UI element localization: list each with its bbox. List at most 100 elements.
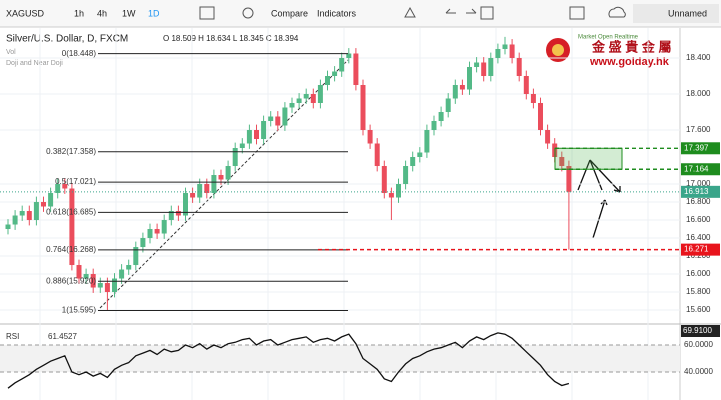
y-tick-label: 17.600 <box>686 125 711 134</box>
candle-body <box>48 193 54 207</box>
layout-icon[interactable] <box>569 6 585 20</box>
fib-label: 1(15.595) <box>62 306 97 315</box>
candle-body <box>431 121 437 131</box>
y-tick-label: 16.400 <box>686 233 711 242</box>
symbol[interactable]: XAGUSD <box>6 8 45 18</box>
candle-body <box>282 107 288 126</box>
price-badge <box>681 243 720 256</box>
candle-body <box>161 220 167 234</box>
undo-redo-icons[interactable] <box>445 8 477 14</box>
candle-body <box>154 229 160 234</box>
interval-button[interactable]: 4h <box>97 8 107 18</box>
price-badge <box>681 142 720 155</box>
y-tick-label: 60.0000 <box>684 340 713 349</box>
compare-button[interactable]: Compare <box>271 8 308 18</box>
candle-body <box>403 166 409 185</box>
interval-button[interactable]: 1D <box>148 8 160 18</box>
candle-body <box>232 148 238 167</box>
candle-body <box>76 265 82 279</box>
chart-style-icon[interactable] <box>199 6 215 20</box>
rsi-band <box>0 345 680 373</box>
price-badge-label: 17.397 <box>684 143 709 152</box>
candle-body <box>325 75 330 85</box>
candle-body <box>119 269 125 279</box>
fib-label: 0.618(16.685) <box>46 207 96 216</box>
candle-body <box>211 175 217 194</box>
price-badge-label: 17.164 <box>684 164 709 173</box>
fib-label: 0(18.448) <box>62 49 97 58</box>
candle-body <box>374 143 380 167</box>
candle-body <box>410 157 416 167</box>
candle-body <box>303 93 309 99</box>
candle-body <box>317 84 323 103</box>
candle-body <box>275 116 281 126</box>
candle-body <box>452 84 458 99</box>
study-label: Vol <box>6 49 16 56</box>
candle-body <box>168 211 174 221</box>
rsi-line <box>7 332 570 389</box>
logo-emblem-inner <box>552 44 564 56</box>
alert-icon[interactable] <box>404 6 416 18</box>
rsi-title: RSI <box>6 332 19 341</box>
candle-body <box>26 211 32 221</box>
indicators-button[interactable]: Indicators <box>317 8 357 18</box>
y-tick-label: 16.000 <box>686 269 711 278</box>
logo: Market Open Realtime 金 盛 貴 金 屬 www.golda… <box>546 35 671 68</box>
candle-body <box>147 229 153 239</box>
price-badge <box>681 163 720 176</box>
interval-button[interactable]: 1W <box>122 8 136 18</box>
logo-url: www.golday.hk <box>589 56 670 68</box>
candle-body <box>104 283 110 293</box>
candle-body <box>268 116 274 122</box>
candle-body <box>190 193 196 198</box>
candle-body <box>310 93 316 103</box>
market-status: Market Open Realtime <box>578 35 639 41</box>
candle-body <box>254 130 259 140</box>
fullscreen-icon[interactable] <box>480 6 494 20</box>
candle-body <box>19 211 25 216</box>
candle-body <box>296 98 302 103</box>
rsi-top-label: 69.9100 <box>683 326 712 335</box>
y-tick-label: 16.600 <box>686 215 711 224</box>
candle-body <box>41 202 46 207</box>
candle-body <box>204 184 210 194</box>
candle-body <box>538 103 543 131</box>
toolbar: XAGUSD 1h 4h 1W 1D Compare Indicators Un… <box>0 0 721 28</box>
candle-body <box>438 112 444 122</box>
candle-body <box>523 75 529 94</box>
candle-body <box>360 84 366 131</box>
rsi-badge <box>681 325 720 337</box>
candle-body <box>239 143 245 149</box>
candle-body <box>97 283 103 288</box>
candle-body <box>5 224 11 230</box>
candle-body <box>502 44 508 49</box>
candle-body <box>445 98 451 113</box>
price-badge-label: 16.271 <box>684 245 709 254</box>
candle-body <box>289 103 295 108</box>
candle-body <box>516 57 522 76</box>
candle-body <box>495 48 501 58</box>
candle-body <box>69 188 75 266</box>
interval-button[interactable]: 1h <box>74 8 84 18</box>
layout-name-box[interactable] <box>633 4 719 23</box>
candle-body <box>332 71 338 76</box>
layout-name[interactable]: Unnamed <box>668 8 707 18</box>
legend-title: Silver/U.S. Dollar, D, FXCM <box>6 34 128 45</box>
y-tick-label: 18.000 <box>686 89 711 98</box>
rsi-value: 61.4527 <box>48 332 77 341</box>
candle-body <box>467 66 472 90</box>
candle-body <box>424 130 430 153</box>
legend-ohlc: O 18.509 H 18.634 L 18.345 C 18.394 <box>163 34 299 43</box>
cloud-icon[interactable] <box>608 6 626 18</box>
candle-body <box>55 184 61 194</box>
y-tick-label: 40.0000 <box>684 367 713 376</box>
candle-body <box>126 265 132 270</box>
settings-icon[interactable] <box>242 7 254 19</box>
candle-body <box>417 152 423 158</box>
target-zone <box>554 147 623 170</box>
price-badge-label: 16.913 <box>684 187 709 196</box>
candle-body <box>246 130 252 144</box>
candle-body <box>381 166 387 194</box>
candle-body <box>367 130 373 144</box>
